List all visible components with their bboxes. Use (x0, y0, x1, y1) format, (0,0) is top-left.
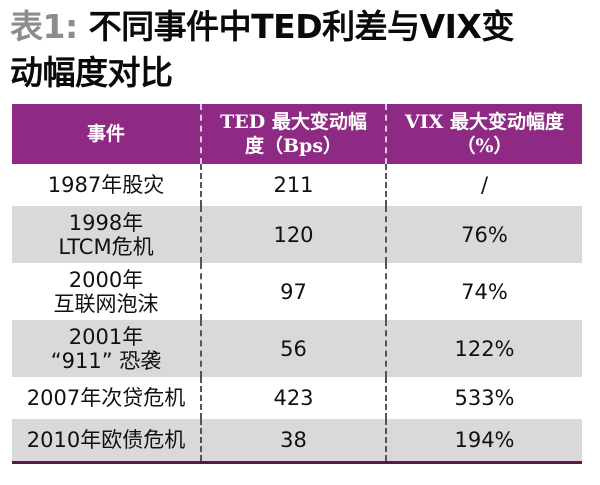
event-name-line-1: 2001年 (68, 324, 144, 349)
event-name: 1987年股灾 (47, 173, 165, 197)
table-row: 2007年次贷危机 423 533% (12, 377, 582, 419)
title-line-1: 表1: 不同事件中TED利差与VIX变 (10, 4, 595, 50)
event-name: 2007年次贷危机 (26, 386, 186, 410)
event-cell: 2000年 互联网泡沫 (12, 263, 202, 320)
table-row: 2001年 “911” 恐袭 56 122% (12, 320, 582, 377)
vix-cell: / (480, 173, 489, 197)
table-row: 2000年 互联网泡沫 97 74% (12, 263, 582, 320)
vix-cell: 74% (461, 279, 508, 304)
table-row: 1987年股灾 211 / (12, 164, 582, 206)
ted-cell: 38 (202, 419, 387, 461)
header-ted-line-1: TED 最大变动幅 (220, 111, 367, 133)
event-name-line-2: 互联网泡沫 (53, 291, 159, 316)
event-name-line-1: 1998年 (68, 210, 144, 235)
ted-cell: 423 (202, 377, 387, 419)
header-ted-line-2: 度（Bps） (244, 135, 343, 157)
title-prefix: 表1: (10, 7, 78, 46)
event-name: 2010年欧债危机 (26, 428, 186, 452)
event-cell: 2007年次贷危机 (12, 377, 202, 419)
title-text-1: 不同事件中TED利差与VIX变 (88, 7, 515, 46)
event-name-line-2: “911” 恐袭 (50, 348, 162, 373)
vix-cell: 122% (454, 336, 515, 361)
header-event: 事件 (12, 104, 202, 164)
table-row: 1998年 LTCM危机 120 76% (12, 206, 582, 263)
ted-cell: 211 (202, 164, 387, 206)
header-vix-line-2: （%） (456, 135, 513, 157)
event-cell: 2001年 “911” 恐袭 (12, 320, 202, 377)
comparison-table: 事件 TED 最大变动幅 度（Bps） VIX 最大变动幅度 （%） 1987年… (12, 104, 582, 464)
table-title: 表1: 不同事件中TED利差与VIX变 动幅度对比 (10, 4, 595, 96)
table-header-row: 事件 TED 最大变动幅 度（Bps） VIX 最大变动幅度 （%） (12, 104, 582, 164)
event-name-line-2: LTCM危机 (58, 234, 154, 259)
title-line-2: 动幅度对比 (10, 53, 173, 92)
header-vix-line-1: VIX 最大变动幅度 (405, 111, 564, 133)
table-row: 2010年欧债危机 38 194% (12, 419, 582, 461)
ted-cell: 56 (202, 320, 387, 377)
event-cell: 1987年股灾 (12, 164, 202, 206)
vix-cell: 76% (461, 222, 508, 247)
event-name-line-1: 2000年 (68, 267, 144, 292)
event-cell: 1998年 LTCM危机 (12, 206, 202, 263)
vix-cell: 533% (454, 386, 515, 410)
event-cell: 2010年欧债危机 (12, 419, 202, 461)
ted-cell: 97 (202, 263, 387, 320)
header-ted: TED 最大变动幅 度（Bps） (202, 104, 387, 164)
ted-cell: 120 (202, 206, 387, 263)
header-vix: VIX 最大变动幅度 （%） (387, 104, 582, 164)
vix-cell: 194% (454, 428, 515, 452)
